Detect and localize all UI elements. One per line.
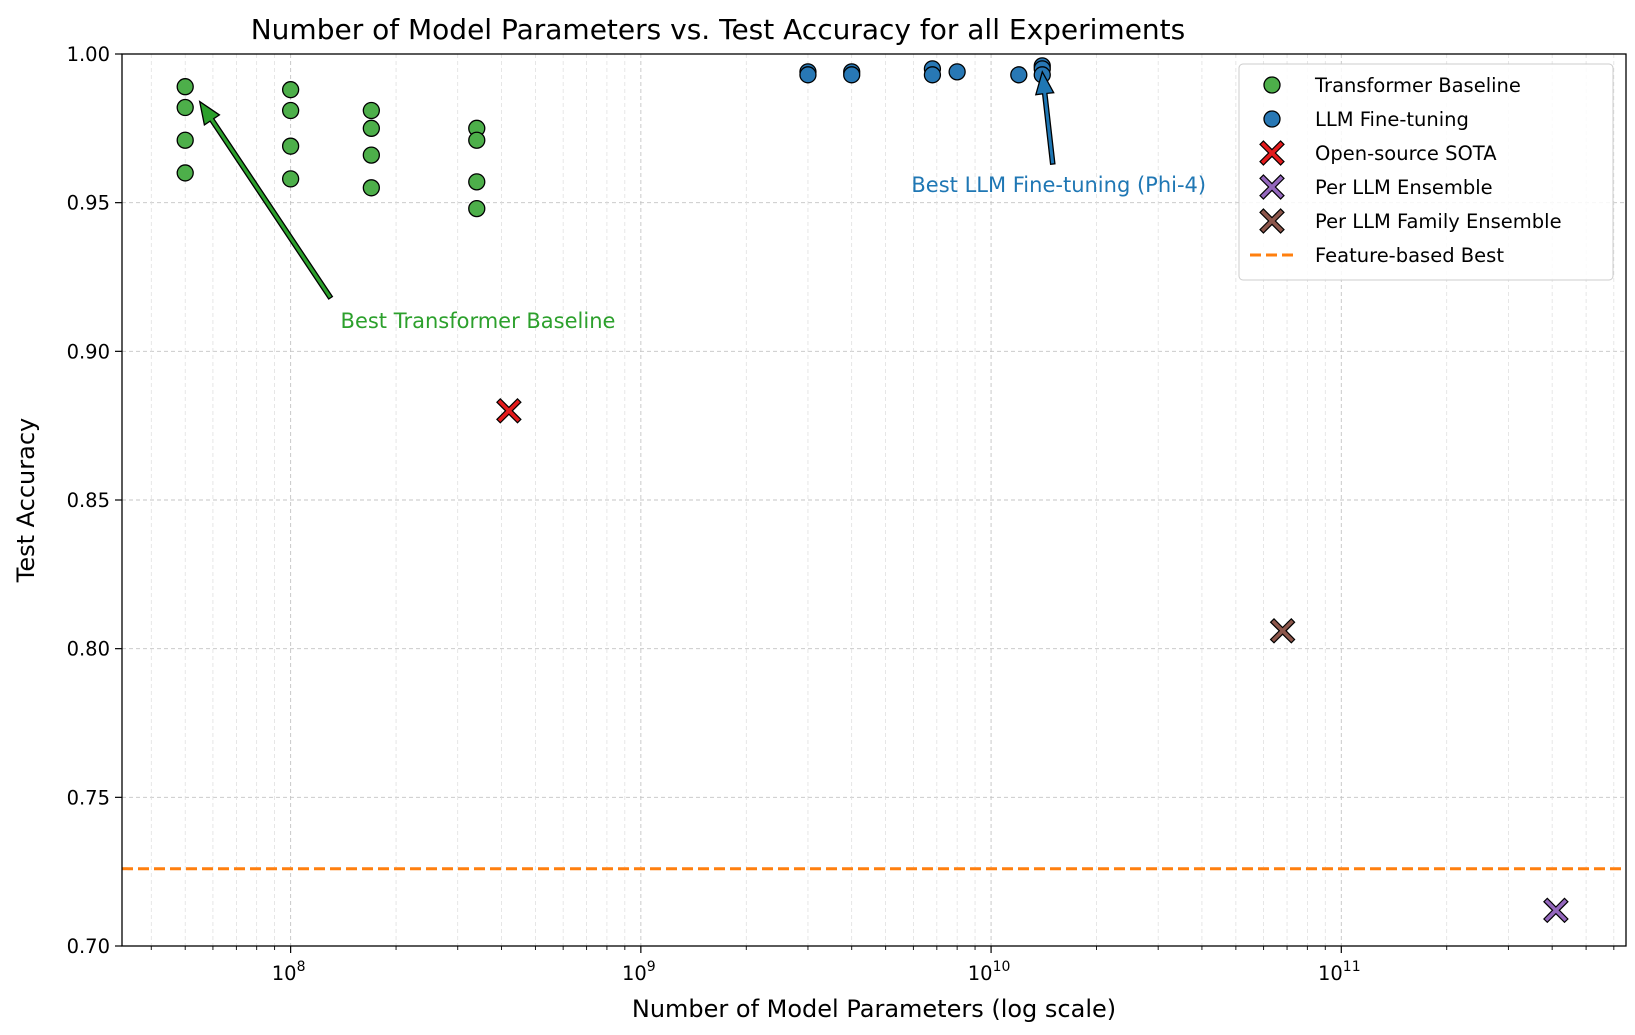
data-point [468, 131, 486, 149]
data-point [362, 146, 380, 164]
data-point [799, 66, 817, 84]
legend-marker [1259, 208, 1285, 234]
data-point [176, 131, 194, 149]
data-point [1543, 897, 1569, 924]
legend-marker [1259, 140, 1285, 166]
data-point [362, 101, 380, 120]
data-point [281, 170, 300, 188]
data-point [843, 66, 861, 84]
x-tick-label: 1010 [968, 959, 1011, 985]
legend-label: Per LLM Family Ensemble [1315, 210, 1562, 233]
x-tick-label: 108 [272, 959, 306, 985]
data-point [362, 179, 380, 197]
x-axis-label: Number of Model Parameters (log scale) [632, 995, 1116, 1023]
y-tick-label: 0.75 [67, 786, 110, 809]
legend-marker [1263, 110, 1281, 128]
data-point [176, 98, 194, 117]
legend-marker [1263, 76, 1281, 94]
data-points [176, 57, 1569, 924]
annotation-label: Best LLM Fine-tuning (Phi-4) [911, 173, 1206, 197]
annotations: Best Transformer Baseline Best LLM Fine-t… [198, 70, 1206, 333]
legend-label: Open-source SOTA [1315, 142, 1497, 165]
data-point [496, 397, 522, 424]
data-point [948, 63, 966, 81]
legend-box [1238, 63, 1614, 281]
data-point [176, 164, 194, 182]
x-tick-label: 109 [622, 959, 656, 985]
data-point [923, 66, 942, 84]
legend-label: Feature-based Best [1315, 244, 1504, 267]
data-point [281, 101, 300, 120]
y-tick-label: 0.85 [67, 489, 110, 512]
legend-label: Transformer Baseline [1314, 74, 1521, 97]
data-point [1269, 617, 1296, 644]
x-axis-ticks: 108 109 1010 1011 [150, 946, 1615, 985]
annotation-label: Best Transformer Baseline [341, 309, 616, 333]
legend-label: Per LLM Ensemble [1315, 176, 1493, 199]
y-tick-label: 0.80 [67, 638, 110, 661]
legend-marker [1259, 174, 1285, 200]
legend: Transformer Baseline LLM Fine-tuning Open-… [1238, 63, 1614, 281]
chart-title: Number of Model Parameters vs. Test Accu… [251, 13, 1186, 46]
y-axis-ticks: 0.70 0.75 0.80 0.85 0.90 0.95 1.00 [67, 43, 122, 958]
legend-label: LLM Fine-tuning [1315, 108, 1469, 131]
data-point [468, 199, 486, 218]
x-tick-label: 1011 [1318, 959, 1361, 985]
y-tick-label: 0.90 [67, 340, 110, 363]
data-point [281, 81, 300, 99]
y-tick-label: 0.70 [67, 935, 110, 958]
data-point [362, 119, 380, 137]
data-point [281, 137, 300, 155]
data-point [176, 78, 194, 96]
y-axis-label: Test Accuracy [12, 418, 40, 583]
y-tick-label: 1.00 [67, 43, 110, 66]
annotation-arrow [198, 100, 334, 300]
y-tick-label: 0.95 [67, 192, 110, 215]
data-point [1010, 66, 1028, 84]
data-point [468, 173, 486, 191]
annotation-arrow [1034, 70, 1056, 166]
